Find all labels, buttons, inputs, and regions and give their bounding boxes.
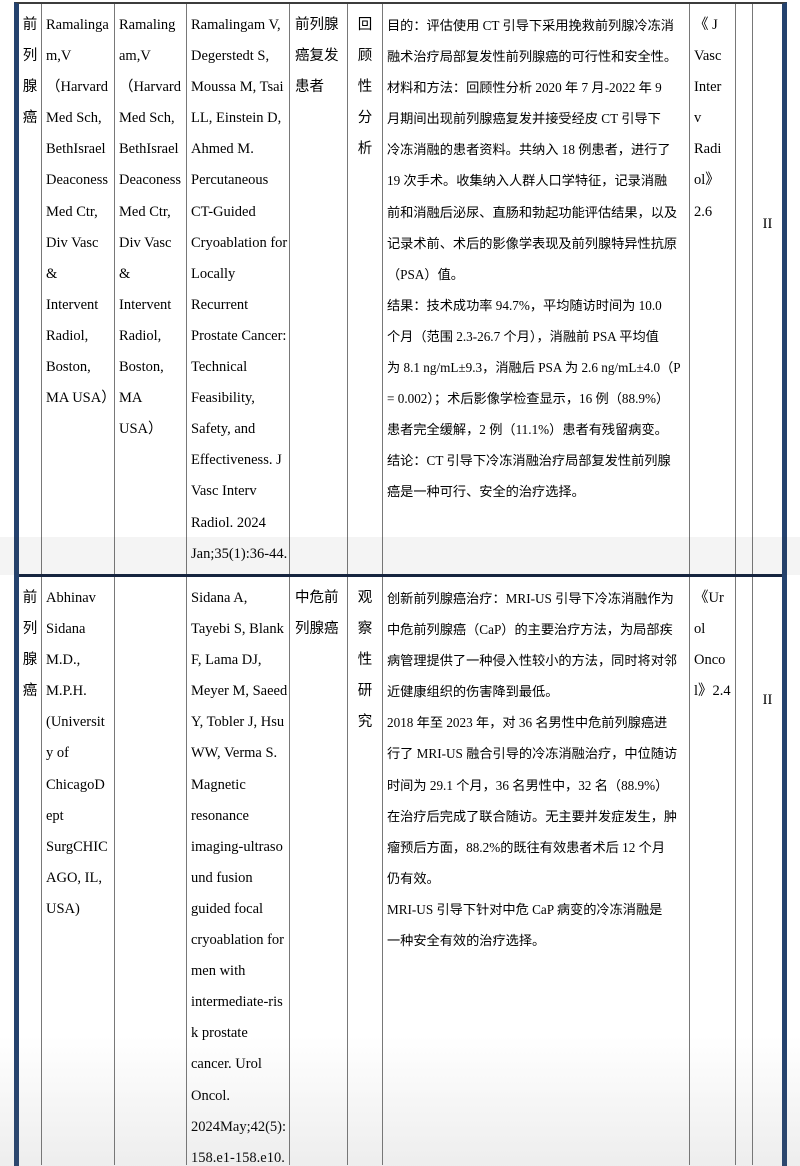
row-divider [19,574,782,577]
evidence-level: II [762,692,773,708]
study-design: 回 顾 性 分 析 [348,4,383,574]
citation: Ramalingam V, Degerstedt S, Moussa M, Ts… [187,4,290,574]
abstract-summary: 创新前列腺癌治疗：MRI-US 引导下冷冻消融作为 中危前列腺癌（CaP）的主要… [383,577,690,1165]
citation: Sidana A, Tayebi S, Blank F, Lama DJ, Me… [187,577,290,1165]
patient-population: 中危前 列腺癌 [290,577,348,1165]
table-row: 前 列 腺 癌 Abhinav Sidana M.D., M.P.H. (Uni… [19,577,782,1165]
journal-impact-factor: 《 J Vasc Inter v Radi ol》 2.6 [690,4,736,574]
patient-population: 前列腺 癌复发 患者 [290,4,348,574]
spacer-column [736,4,753,574]
abstract-summary: 目的：评估使用 CT 引导下采用挽救前列腺冷冻消 融术治疗局部复发性前列腺癌的可… [383,4,690,574]
spacer-column [736,577,753,1165]
disease-label: 前 列 腺 癌 [19,4,42,574]
literature-review-table: 前 列 腺 癌 Ramalinga m,V （Harvard Med Sch, … [14,2,787,1166]
journal-impact-factor: 《Ur ol Onco l》2.4 [690,577,736,1165]
disease-label: 前 列 腺 癌 [19,577,42,1165]
study-design: 观 察 性 研 究 [348,577,383,1165]
author-affiliation-1: Ramalinga m,V （Harvard Med Sch, BethIsra… [42,4,115,574]
evidence-level: II [762,216,773,232]
table-row: 前 列 腺 癌 Ramalinga m,V （Harvard Med Sch, … [19,4,782,574]
author-affiliation-2: Ramaling am,V （Harvard Med Sch, BethIsra… [115,4,187,574]
author-affiliation-2 [115,577,187,1165]
author-affiliation-1: Abhinav Sidana M.D., M.P.H. (Universit y… [42,577,115,1165]
